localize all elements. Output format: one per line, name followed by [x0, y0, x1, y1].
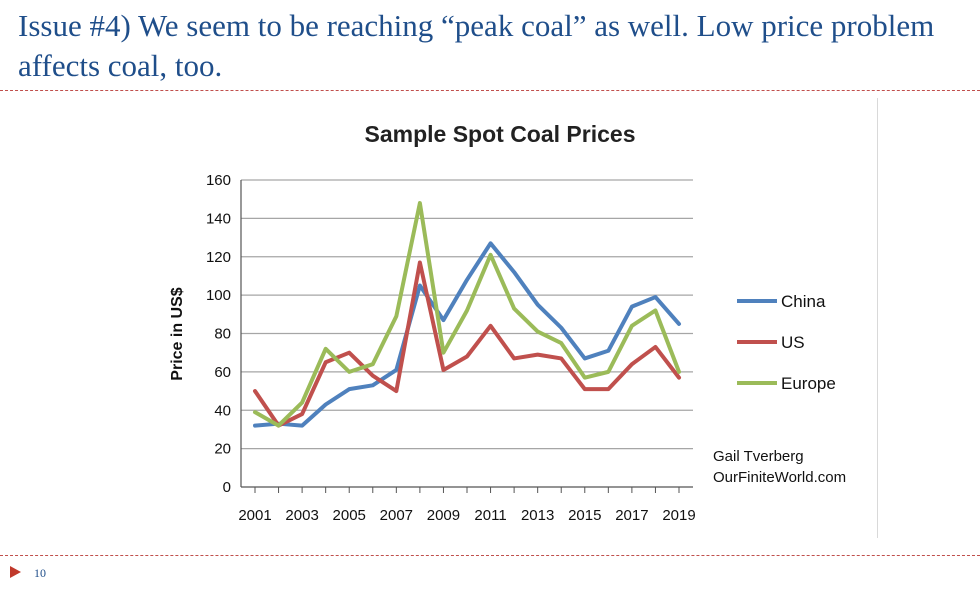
x-tick-label: 2015 [568, 507, 601, 524]
y-tick-label: 120 [206, 249, 231, 266]
x-tick-label: 2007 [380, 507, 413, 524]
series-line-europe [253, 201, 681, 428]
y-tick-label: 160 [206, 172, 231, 189]
y-tick-label: 0 [223, 479, 231, 496]
y-tick-label: 80 [214, 326, 231, 343]
x-tick-label: 2019 [662, 507, 695, 524]
legend-label-europe: Europe [781, 374, 836, 393]
y-axis-label: Price in US$ [169, 287, 186, 380]
x-tick-label: 2011 [474, 507, 506, 524]
credit-author: Gail Tverberg [713, 448, 804, 465]
page-number: 10 [34, 566, 46, 580]
x-tick-label: 2009 [427, 507, 460, 524]
top-divider [0, 90, 980, 91]
x-tick-label: 2001 [238, 507, 271, 524]
x-tick-label: 2005 [333, 507, 366, 524]
y-tick-label: 140 [206, 210, 231, 227]
legend-label-us: US [781, 333, 805, 352]
y-tick-label: 60 [214, 364, 231, 381]
chart-title: Sample Spot Coal Prices [365, 121, 636, 147]
y-tick-label: 20 [214, 441, 231, 458]
series-line-china [253, 241, 681, 428]
credit-site: OurFiniteWorld.com [713, 469, 846, 486]
x-tick-label: 2003 [285, 507, 318, 524]
play-arrow-icon [10, 566, 21, 578]
bottom-divider [0, 555, 980, 556]
x-tick-label: 2017 [615, 507, 648, 524]
slide-title: Issue #4) We seem to be reaching “peak c… [18, 8, 935, 83]
x-tick-label: 2013 [521, 507, 554, 524]
series-line-us [253, 260, 681, 428]
y-tick-label: 40 [214, 402, 231, 419]
panel-edge-line [877, 98, 878, 538]
y-tick-label: 100 [206, 287, 231, 304]
legend-label-china: China [781, 292, 826, 311]
